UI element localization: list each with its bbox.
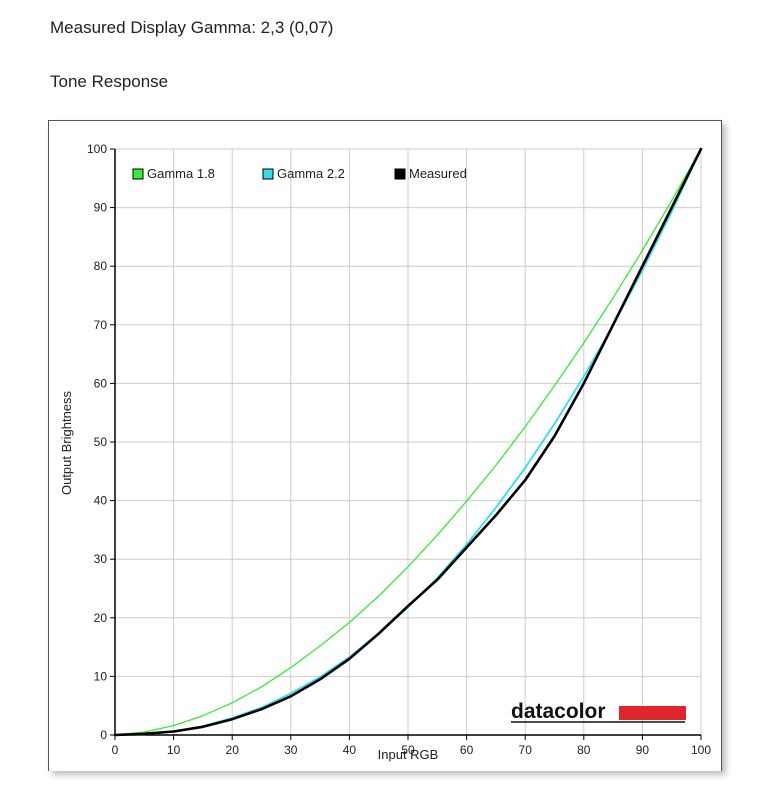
x-tick-label: 60 bbox=[460, 743, 474, 757]
y-tick-label: 90 bbox=[94, 201, 108, 215]
y-tick-label: 0 bbox=[100, 728, 107, 742]
y-axis-title: Output Brightness bbox=[59, 390, 74, 495]
y-tick-label: 30 bbox=[94, 552, 108, 566]
x-tick-label: 70 bbox=[519, 743, 533, 757]
legend-swatch-gamma-1-8 bbox=[132, 168, 144, 180]
chart-frame: 0 10 20 30 40 50 60 70 80 90 100 0 10 20 30 40 50 60 70 80 9… bbox=[48, 120, 722, 771]
series-line-measured bbox=[113, 147, 703, 737]
tone-response-chart: 0 10 20 30 40 50 60 70 80 90 100 0 10 20 30 40 50 60 70 80 9… bbox=[59, 142, 711, 762]
y-tick-label: 80 bbox=[94, 259, 108, 273]
datacolor-logo-text: datacolor bbox=[511, 700, 606, 723]
datacolor-logo: datacolor bbox=[511, 700, 686, 723]
x-tick-label: 90 bbox=[636, 743, 650, 757]
legend-label-gamma-1-8: Gamma 1.8 bbox=[147, 166, 215, 181]
x-tick-label: 80 bbox=[577, 743, 591, 757]
x-tick-label: 50 bbox=[401, 743, 415, 757]
y-tick-label: 50 bbox=[94, 435, 108, 449]
y-tick-label: 10 bbox=[94, 669, 108, 683]
legend-swatch-gamma-2-2 bbox=[262, 168, 274, 180]
tone-response-heading: Tone Response bbox=[50, 72, 169, 91]
x-tick-label: 0 bbox=[112, 743, 119, 757]
x-tick-label: 30 bbox=[284, 743, 298, 757]
y-tick-label: 100 bbox=[87, 142, 107, 156]
y-tick-label: 20 bbox=[94, 611, 108, 625]
measured-gamma-heading: Measured Display Gamma: 2,3 (0,07) bbox=[50, 18, 334, 37]
x-tick-label: 20 bbox=[226, 743, 240, 757]
legend-swatch-measured bbox=[394, 168, 406, 180]
y-tick-label: 60 bbox=[94, 376, 108, 390]
x-axis-title: Input RGB bbox=[378, 747, 439, 762]
datacolor-logo-bar bbox=[619, 706, 686, 720]
legend-label-measured: Measured bbox=[409, 166, 467, 181]
x-tick-label: 40 bbox=[343, 743, 357, 757]
y-tick-label: 70 bbox=[94, 318, 108, 332]
series-line-gamma-1-8 bbox=[114, 148, 702, 736]
y-tick-label: 40 bbox=[94, 494, 108, 508]
x-tick-label: 10 bbox=[167, 743, 181, 757]
x-tick-label: 100 bbox=[691, 743, 711, 757]
legend-label-gamma-2-2: Gamma 2.2 bbox=[277, 166, 345, 181]
